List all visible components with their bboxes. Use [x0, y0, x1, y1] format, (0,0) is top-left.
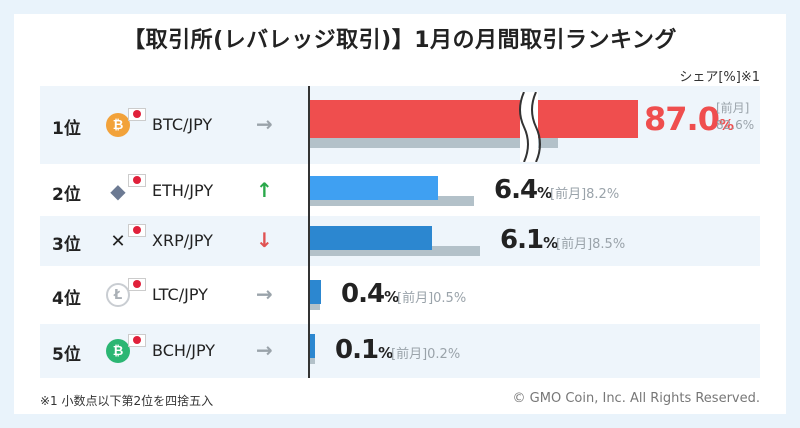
share-value-number: 6.1: [500, 225, 544, 255]
bar-axis-line: [308, 86, 310, 378]
prev-month-bar: [310, 354, 315, 364]
axis-break-mark: [519, 92, 541, 162]
current-month-bar: [310, 100, 638, 138]
prev-month-bar: [310, 246, 480, 256]
trend-flat-icon: →: [256, 112, 273, 136]
trend-down-icon: ↓: [256, 228, 273, 252]
share-value-number: 6.4: [494, 175, 538, 205]
prev-month-bar: [310, 196, 474, 206]
percent-sign: %: [384, 288, 400, 306]
share-value-number: 0.4: [341, 279, 385, 309]
prev-month-value: [前月] 82.6%: [716, 100, 754, 134]
share-value-number: 0.1: [335, 335, 379, 365]
rank-label: 4位: [52, 289, 81, 309]
current-month-bar: [310, 280, 321, 304]
percent-sign: %: [453, 291, 467, 306]
pair-label: BCH/JPY: [152, 341, 216, 360]
footnote: ※1 小数点以下第2位を四捨五入: [40, 394, 214, 408]
japan-flag-icon: [128, 174, 146, 187]
chart-title: 【取引所(レバレッジ取引)】1月の月間取引ランキング: [123, 28, 677, 53]
trend-up-icon: ↑: [256, 178, 273, 202]
current-month-bar: [310, 226, 432, 250]
current-month-bar: [310, 176, 438, 200]
share-value: 6.1%: [500, 225, 558, 255]
share-axis-label: シェア[%]※1: [679, 70, 760, 85]
xrp-icon: ✕: [110, 230, 126, 252]
bitcoin-icon: ₿: [106, 113, 130, 137]
percent-sign: %: [742, 118, 755, 132]
percent-sign: %: [543, 234, 559, 252]
prev-month-bar: [310, 300, 320, 310]
pair-label: LTC/JPY: [152, 285, 208, 304]
prev-month-label: [前月]: [556, 237, 593, 252]
bitcoin-cash-icon: ₿: [106, 339, 130, 363]
share-value: 0.4%: [341, 279, 399, 309]
rank-label: 3位: [52, 235, 81, 255]
prev-month-number: 82.6: [716, 118, 743, 132]
rank-label: 1位: [52, 119, 81, 139]
prev-month-label: [前月]: [550, 187, 587, 202]
row-background: [40, 324, 760, 378]
percent-sign: %: [537, 184, 553, 202]
prev-month-number: 8.5: [592, 237, 613, 252]
percent-sign: %: [718, 116, 734, 134]
percent-sign: %: [612, 237, 626, 252]
rank-label: 2位: [52, 185, 81, 205]
rank-label: 5位: [52, 345, 81, 365]
japan-flag-icon: [128, 334, 146, 347]
prev-month-value: [前月]0.5%: [397, 287, 466, 306]
prev-month-number: 0.2: [427, 347, 448, 362]
current-month-bar: [310, 334, 315, 358]
trend-flat-icon: →: [256, 338, 273, 362]
pair-label: XRP/JPY: [152, 231, 213, 250]
ethereum-icon: ◆: [110, 179, 126, 203]
percent-sign: %: [606, 187, 620, 202]
prev-month-number: 0.5: [433, 291, 454, 306]
copyright: © GMO Coin, Inc. All Rights Reserved.: [512, 391, 760, 406]
prev-month-value: [前月]8.2%: [550, 183, 619, 202]
share-value-number: 87.0: [644, 100, 720, 138]
japan-flag-icon: [128, 278, 146, 291]
prev-month-value: [前月]0.2%: [391, 343, 460, 362]
trend-flat-icon: →: [256, 282, 273, 306]
prev-month-number: 8.2: [586, 187, 607, 202]
share-value: 6.4%: [494, 175, 552, 205]
litecoin-icon: Ł: [106, 283, 130, 307]
share-value: 0.1%: [335, 335, 393, 365]
japan-flag-icon: [128, 108, 146, 121]
share-value: 87.0%: [644, 100, 734, 138]
percent-sign: %: [447, 347, 461, 362]
percent-sign: %: [378, 344, 394, 362]
prev-month-label: [前月]: [716, 101, 750, 115]
prev-month-label: [前月]: [391, 347, 428, 362]
pair-label: ETH/JPY: [152, 181, 214, 200]
prev-month-label: [前月]: [397, 291, 434, 306]
japan-flag-icon: [128, 224, 146, 237]
pair-label: BTC/JPY: [152, 115, 213, 134]
prev-month-value: [前月]8.5%: [556, 233, 625, 252]
